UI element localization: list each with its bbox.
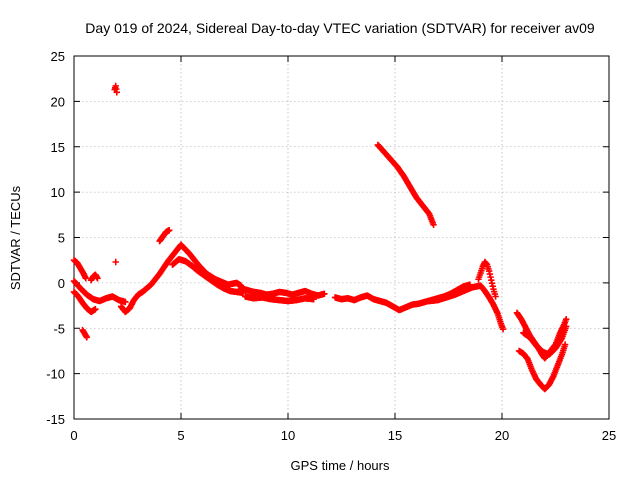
x-tick-label: 0: [70, 428, 77, 443]
series-track-d: [79, 326, 91, 341]
data-point: [563, 323, 570, 330]
data-point: [563, 315, 570, 323]
data-point: [499, 325, 507, 333]
data-point: [122, 298, 129, 306]
y-tick-label: 0: [58, 276, 65, 291]
x-tick-label: 20: [495, 428, 509, 443]
data-point: [561, 341, 569, 348]
series-track-o: [426, 282, 507, 333]
x-tick-label: 5: [177, 428, 184, 443]
series-track-a: [70, 256, 89, 282]
series-track-i: [156, 227, 173, 245]
data-point: [310, 296, 317, 303]
data-point: [492, 293, 499, 300]
data-point: [166, 227, 173, 234]
x-tick-label: 15: [388, 428, 402, 443]
y-tick-label: 10: [51, 185, 65, 200]
series-track-n: [374, 141, 437, 228]
series-track-f: [111, 82, 120, 96]
series-track-b: [70, 288, 99, 316]
y-tick-label: -5: [53, 321, 65, 336]
x-tick-labels: 0 5 10 15 20 25: [70, 428, 616, 443]
series-track-g: [112, 258, 119, 266]
data-point: [112, 258, 119, 266]
series-track-p: [475, 258, 499, 300]
plot-frame: [73, 55, 610, 420]
y-tick-label: -10: [46, 367, 65, 382]
series-track-j: [169, 256, 247, 297]
data-point: [94, 275, 101, 282]
series-track-l: [242, 293, 317, 305]
y-tick-label: 15: [51, 140, 65, 155]
y-tick-label: -15: [46, 412, 65, 427]
y-tick-label: 5: [58, 231, 65, 246]
data-point: [430, 221, 437, 228]
x-tick-label: 10: [281, 428, 295, 443]
x-tick-label: 25: [602, 428, 616, 443]
y-tick-labels: -15 -10 -5 0 5 10 15 20 25: [46, 49, 65, 427]
data-point: [92, 305, 99, 313]
data-point: [113, 89, 120, 96]
data-point: [82, 275, 89, 282]
y-tick-label: 20: [51, 94, 65, 109]
y-axis-label: SDTVAR / TECUs: [8, 185, 23, 290]
y-tick-label: 25: [51, 49, 65, 64]
data-point: [83, 334, 91, 341]
chart-title: Day 019 of 2024, Sidereal Day-to-day VTE…: [85, 20, 595, 36]
series-track-r: [515, 341, 569, 393]
series-track-s: [520, 323, 570, 358]
x-axis-label: GPS time / hours: [291, 458, 390, 473]
data-points: [70, 82, 570, 393]
series-track-c: [87, 271, 101, 284]
series-track-e: [70, 277, 129, 306]
data-point: [321, 290, 328, 297]
